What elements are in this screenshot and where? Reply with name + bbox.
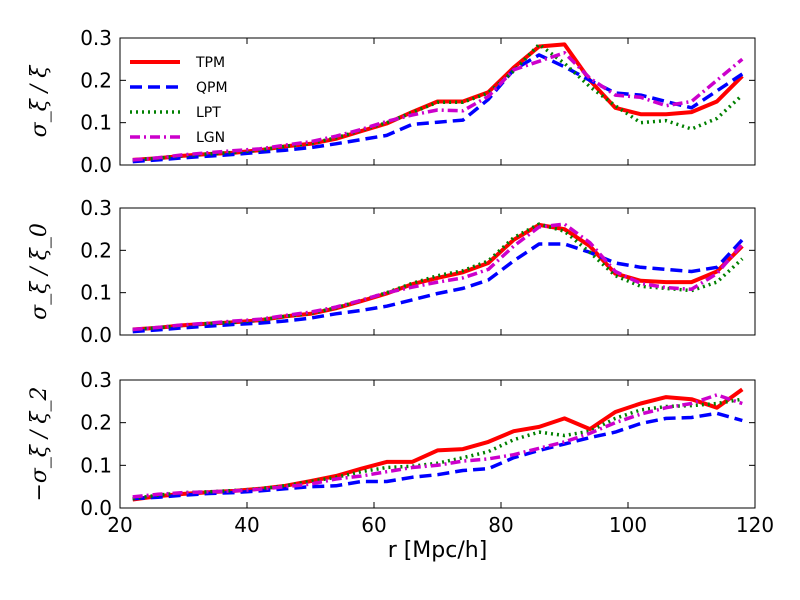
series-line-qpm xyxy=(132,238,744,334)
chart-panel-2: 0.0 0.1 0.2 0.3 σ_ξ / ξ_0 xyxy=(27,196,756,347)
series-line-lgn xyxy=(132,51,744,162)
x-tick-label: 20 xyxy=(107,513,132,537)
chart-panel-3: 0.0 0.1 0.2 0.3 20 40 60 80 100 120 −σ_ξ / ξ_2r [M… xyxy=(27,368,774,563)
x-tick-label: 60 xyxy=(361,513,386,537)
y-axis-label: σ_ξ / ξ xyxy=(27,64,52,138)
plot-frame xyxy=(119,379,756,509)
plot-frame xyxy=(119,207,756,336)
series-line-tpm xyxy=(132,387,744,502)
y-tick-label: 0.2 xyxy=(80,411,112,435)
legend-label-tpm: TPM xyxy=(195,55,225,71)
y-tick-label: 0.2 xyxy=(80,238,112,262)
series-line-lgn xyxy=(132,222,744,332)
series-line-qpm xyxy=(132,53,744,164)
y-axis-label: −σ_ξ / ξ_2 xyxy=(27,386,52,501)
legend-label-qpm: QPM xyxy=(196,80,228,96)
y-tick-label: 0.1 xyxy=(80,281,112,305)
legend: TPM QPM LPT LGN xyxy=(130,55,228,146)
series-line-qpm xyxy=(132,411,743,501)
y-axis-label: σ_ξ / ξ_0 xyxy=(27,223,52,320)
y-tick-label: 0.1 xyxy=(80,453,112,477)
legend-label-lgn: LGN xyxy=(196,130,225,146)
x-tick-label: 80 xyxy=(488,513,513,537)
legend-label-lpt: LPT xyxy=(196,105,221,121)
y-tick-label: 0.0 xyxy=(80,153,112,177)
series-line-lgn xyxy=(132,393,743,499)
y-tick-label: 0.3 xyxy=(80,196,112,220)
y-tick-label: 0.3 xyxy=(80,368,112,392)
y-tick-label: 0.1 xyxy=(80,111,112,135)
x-axis-label: r [Mpc/h] xyxy=(388,538,488,563)
series-line-lpt xyxy=(132,42,744,162)
series-line-tpm xyxy=(132,222,744,332)
y-tick-label: 0.2 xyxy=(80,68,112,92)
x-tick-label: 120 xyxy=(736,513,774,537)
x-tick-label: 100 xyxy=(609,513,647,537)
y-tick-label: 0.3 xyxy=(80,26,112,50)
y-tick-label: 0.0 xyxy=(80,323,112,347)
plot-frame xyxy=(119,37,756,166)
y-tick-label: 0.0 xyxy=(80,496,112,520)
chart-panel-1: 0.0 0.1 0.2 0.3 σ_ξ / ξ TPM QPM LPT LGN xyxy=(27,26,756,177)
x-tick-label: 40 xyxy=(234,513,259,537)
